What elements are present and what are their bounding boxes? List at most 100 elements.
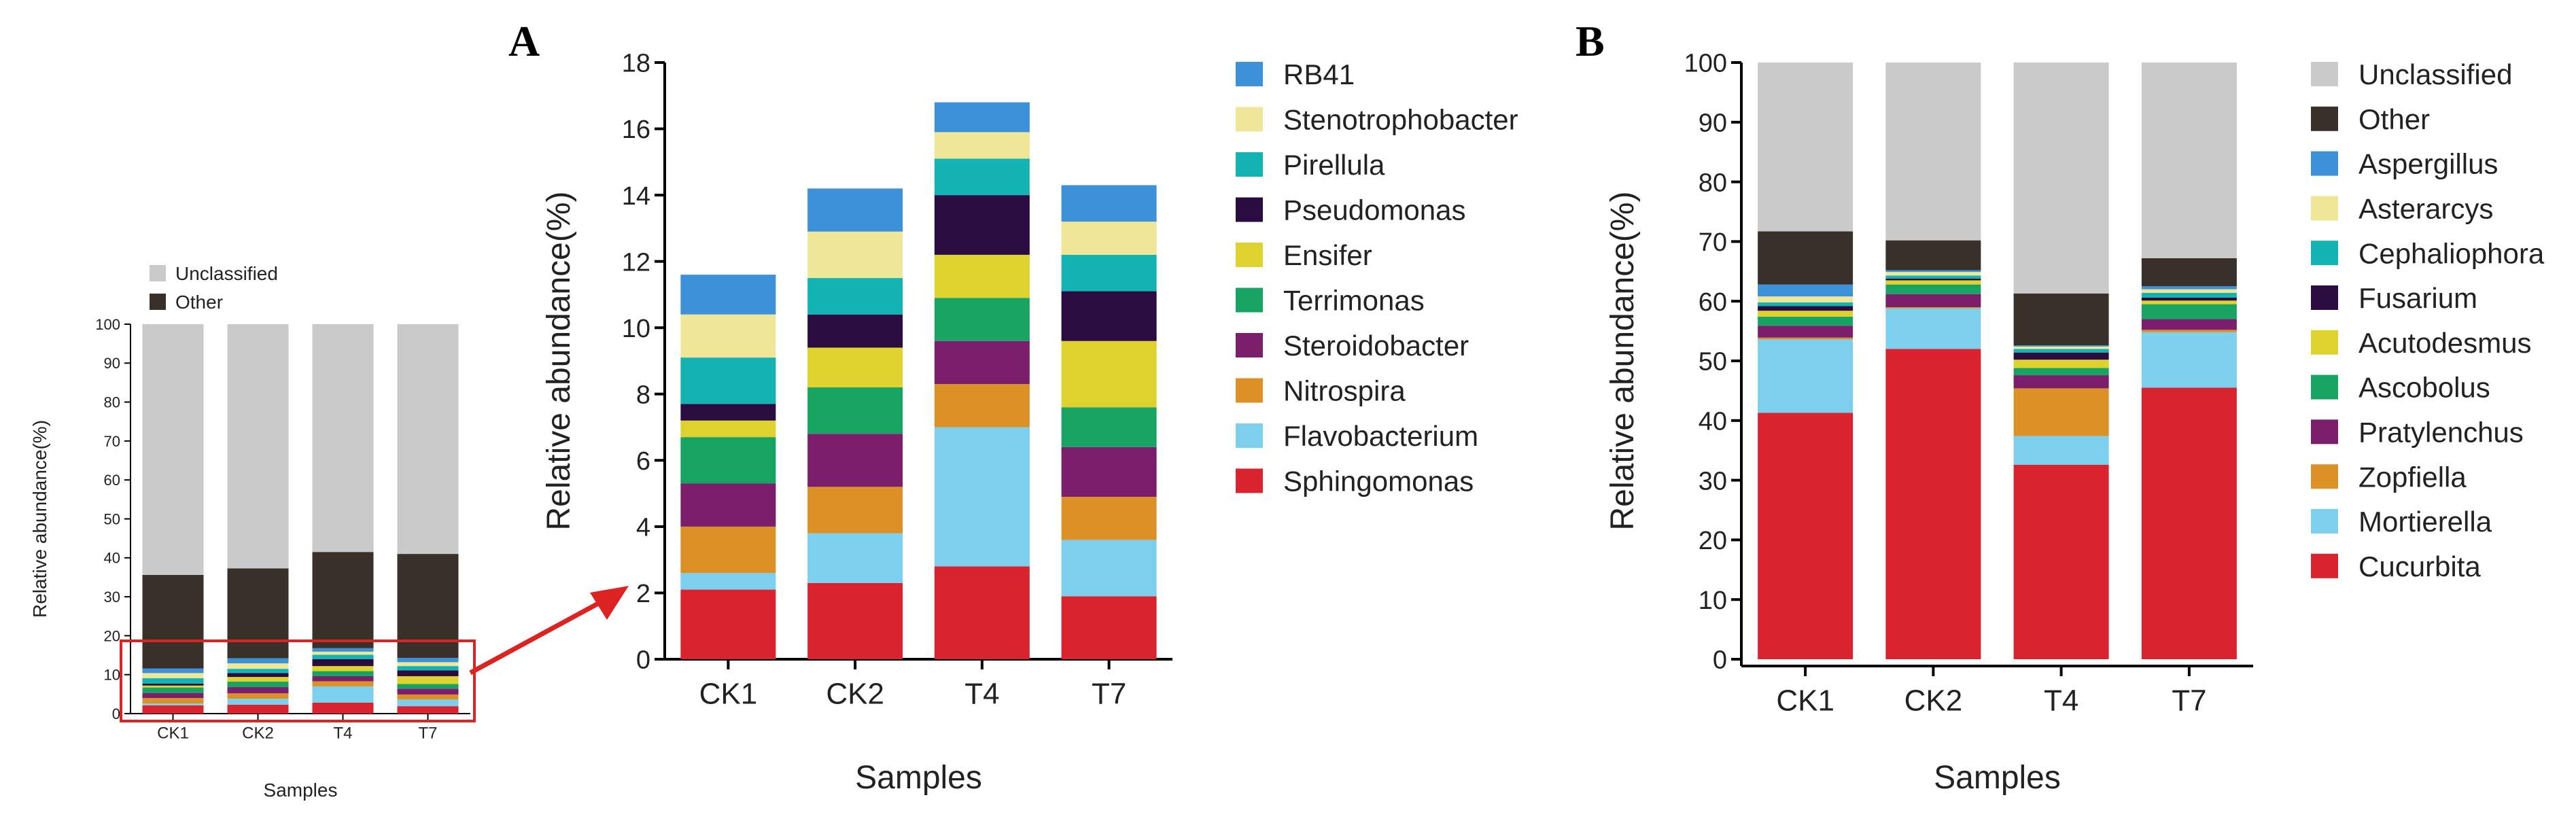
y-tick-label-4: 4 — [636, 514, 650, 542]
bar-ck2-sphingomonas — [807, 582, 903, 659]
legend-label-stenotrophobacter: Stenotrophobacter — [1283, 104, 1518, 136]
bar-ck1-fusarium — [1758, 306, 1853, 311]
bar-t4-mortierella — [2013, 436, 2109, 465]
legend-swatch-unclassified — [150, 265, 166, 281]
bar-ck2-terrimonas — [807, 387, 903, 434]
y-tick-label-70: 70 — [104, 433, 120, 450]
legend-label-rb41: RB41 — [1283, 58, 1355, 90]
bar-ck1-sphingomonas — [142, 705, 204, 714]
legend-label-pratylenchus: Pratylenchus — [2359, 417, 2524, 449]
bar-t4-pratylenchus — [2013, 375, 2109, 389]
x-tick-label-t4: T4 — [333, 724, 352, 743]
bar-ck1-nitrospira — [680, 526, 776, 574]
legend-label-other: Other — [2359, 103, 2430, 135]
bar-ck1-flavobacterium — [680, 573, 776, 590]
bar-t7-ensifer — [397, 676, 459, 684]
bar-ck2-other — [227, 568, 289, 659]
y-tick-label-90: 90 — [1699, 109, 1727, 137]
legend-label-cucurbita: Cucurbita — [2359, 550, 2481, 582]
bar-ck2-zopfiella — [1885, 307, 1981, 309]
legend-swatch-sphingomonas — [1236, 468, 1263, 493]
legend-swatch-acutodesmus — [2311, 330, 2338, 355]
bar-ck1-rb41 — [680, 275, 776, 315]
legend-label-sphingomonas: Sphingomonas — [1283, 466, 1474, 497]
zoom-arrow-line — [469, 601, 599, 676]
legend-swatch-asterarcys — [2311, 196, 2338, 221]
bar-ck2-nitrospira — [807, 487, 903, 533]
x-tick-label-t7: T7 — [2172, 684, 2206, 718]
legend-swatch-pirellula — [1236, 152, 1263, 177]
y-tick-label-80: 80 — [1699, 169, 1727, 197]
bar-t7-unclassified — [2141, 63, 2237, 258]
bar-ck1-pseudomonas — [142, 683, 204, 686]
bar-ck1-cephaliophora — [1758, 302, 1853, 307]
zoom-arrow-head — [590, 586, 629, 620]
x-tick-label-t4: T4 — [2044, 684, 2078, 718]
bar-t4-steroidobacter — [312, 676, 374, 682]
y-tick-label-20: 20 — [104, 627, 120, 644]
bar-t7-pratylenchus — [2141, 319, 2237, 330]
x-axis-title: Samples — [1934, 760, 2061, 796]
bar-t7-nitrospira — [1061, 496, 1157, 540]
y-tick-label-0: 0 — [636, 646, 650, 675]
bar-t4-flavobacterium — [312, 686, 374, 703]
bar-t4-fusarium — [2013, 352, 2109, 360]
bar-t7-stenotrophobacter — [1061, 222, 1157, 255]
bar-t7-rb41 — [1061, 185, 1157, 222]
legend-label-flavobacterium: Flavobacterium — [1283, 420, 1478, 452]
bar-t4-cucurbita — [2013, 464, 2109, 659]
y-tick-label-30: 30 — [104, 589, 120, 606]
bar-t4-pseudomonas — [934, 195, 1030, 255]
bar-t7-pirellula — [1061, 254, 1157, 292]
bar-ck1-stenotrophobacter — [680, 314, 776, 358]
y-tick-label-2: 2 — [636, 580, 650, 608]
y-tick-label-20: 20 — [1699, 527, 1727, 555]
bar-t4-flavobacterium — [934, 427, 1030, 567]
legend-swatch-ascobolus — [2311, 374, 2338, 400]
bar-ck1-cucurbita — [1758, 413, 1853, 659]
y-tick-label-18: 18 — [622, 50, 650, 78]
bar-t4-pirellula — [312, 654, 374, 659]
bar-t7-terrimonas — [1061, 407, 1157, 447]
bar-t7-acutodesmus — [2141, 300, 2237, 304]
bar-t4-sphingomonas — [934, 566, 1030, 659]
bar-ck1-sphingomonas — [680, 589, 776, 659]
bar-t4-rb41 — [934, 102, 1030, 133]
y-tick-label-40: 40 — [1699, 407, 1727, 436]
bar-ck1-other — [142, 575, 204, 669]
bar-ck2-stenotrophobacter — [227, 663, 289, 669]
bar-ck2-acutodesmus — [1885, 280, 1981, 285]
bar-ck1-steroidobacter — [142, 693, 204, 699]
bar-t4-terrimonas — [312, 671, 374, 676]
legend-label-aspergillus: Aspergillus — [2359, 148, 2498, 180]
bar-ck2-stenotrophobacter — [807, 231, 903, 279]
bar-t7-sphingomonas — [1061, 596, 1157, 659]
legend-swatch-fusarium — [2311, 285, 2338, 310]
bar-ck2-rb41 — [227, 658, 289, 664]
bar-t4-stenotrophobacter — [934, 132, 1030, 159]
bar-ck1-zopfiella — [1758, 337, 1853, 340]
bar-t7-nitrospira — [397, 694, 459, 700]
bar-t4-cephaliophora — [2013, 349, 2109, 353]
x-tick-label-ck1: CK1 — [157, 724, 189, 743]
legend-swatch-nitrospira — [1236, 378, 1263, 403]
y-tick-label-16: 16 — [622, 116, 650, 144]
panel-letter-a: A — [508, 17, 540, 65]
y-tick-label-10: 10 — [1699, 587, 1727, 615]
y-tick-label-50: 50 — [1699, 348, 1727, 377]
bar-t4-sphingomonas — [312, 702, 374, 714]
legend-swatch-stenotrophobacter — [1236, 107, 1263, 132]
legend-swatch-pratylenchus — [2311, 419, 2338, 444]
bar-ck1-pirellula — [142, 678, 204, 684]
legend-label-mortierella: Mortierella — [2359, 506, 2492, 538]
bar-ck1-acutodesmus — [1758, 311, 1853, 317]
bar-ck2-asterarcys — [1885, 272, 1981, 276]
legend-swatch-terrimonas — [1236, 287, 1263, 313]
legend-swatch-pseudomonas — [1236, 197, 1263, 222]
x-tick-label-ck2: CK2 — [242, 724, 274, 743]
y-tick-label-80: 80 — [104, 394, 120, 411]
bar-ck2-sphingomonas — [227, 704, 289, 714]
bar-t7-steroidobacter — [1061, 447, 1157, 497]
y-tick-label-50: 50 — [104, 510, 120, 527]
